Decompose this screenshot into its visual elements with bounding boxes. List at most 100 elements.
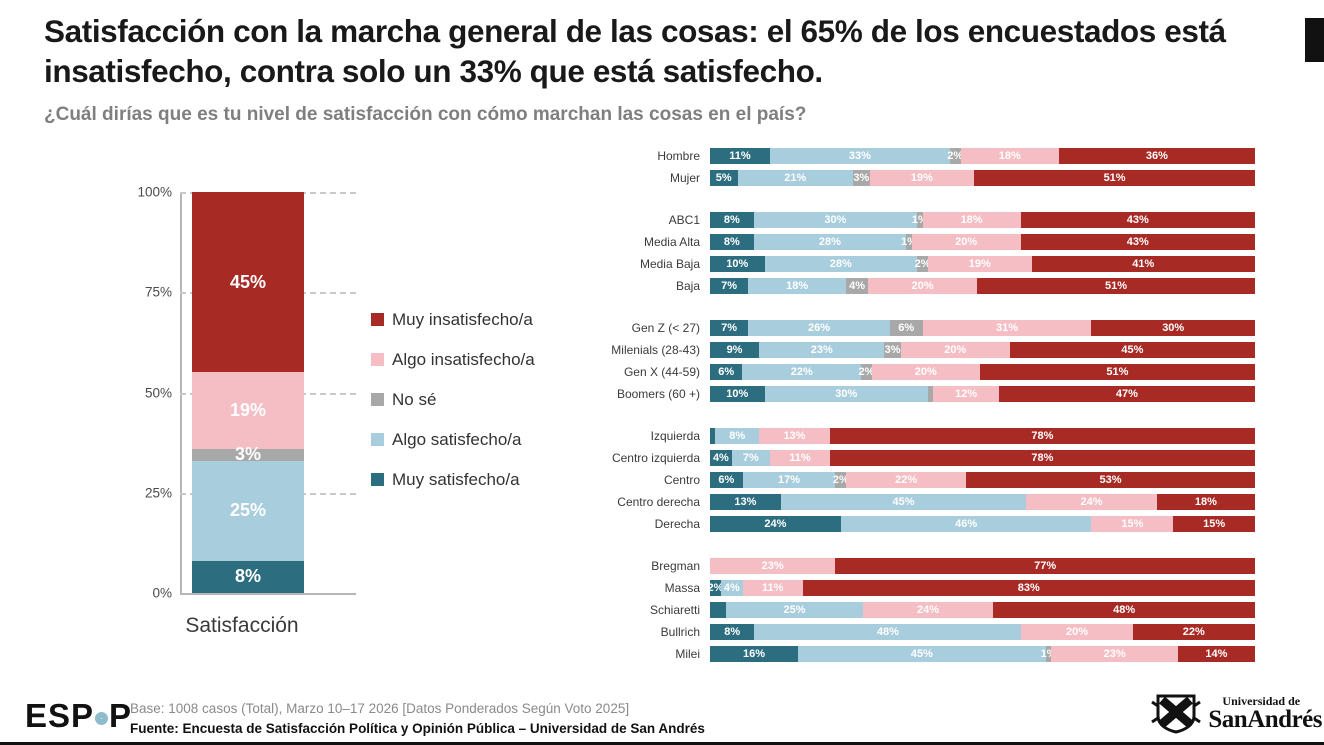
legend-item: Muy satisfecho/a: [371, 470, 535, 489]
legend-label: No sé: [392, 389, 437, 409]
bar-segment-muy_insat: 41%: [1031, 256, 1255, 272]
bar-segment-muy_sat: 5%: [710, 170, 738, 186]
bar-segment-algo_insat: 20%: [868, 278, 978, 294]
y-axis-tick: 50%: [144, 385, 172, 400]
bar-segment-muy_sat: 2%: [707, 580, 724, 596]
bar-segment-algo_insat: 18%: [960, 148, 1059, 164]
bar-segment-algo_insat: 11%: [742, 580, 803, 596]
bar-segment-muy_insat: 45%: [192, 192, 304, 373]
row-label: Centro izquierda: [611, 451, 700, 465]
bar-row: Centro 6% 17% 2% 22% 53%: [600, 472, 1255, 488]
bar-group: ABC1 8% 30% 1% 18% 43% Media Alta 8% 28% 1% 20% 43%…: [600, 212, 1255, 294]
university-logo: Universidad de SanAndrés: [1150, 692, 1322, 734]
bar-row: Baja 7% 18% 4% 20% 51%: [600, 278, 1255, 294]
satisfaction-stacked-bar-chart: 0% 25% 50% 75% 100% 8% 25% 3% 19% 45% Satisfacció…: [96, 184, 386, 656]
bar-segment-muy_insat: 15%: [1173, 516, 1255, 532]
bar-row: Media Baja 10% 28% 2% 19% 41%: [600, 256, 1255, 272]
bar-segment-muy_insat: 45%: [1009, 342, 1255, 358]
bar-segment-algo_sat: 26%: [748, 320, 890, 336]
bar-segment-no_se: 2%: [858, 364, 875, 380]
bar-segment-algo_insat: 20%: [1021, 624, 1133, 640]
legend-label: Muy insatisfecho/a: [392, 309, 533, 329]
group-breakdown-bar-chart: Hombre 11% 33% 2% 18% 36% Mujer 5% 21% 3% 19% 51% AB…: [600, 148, 1255, 688]
bar-segment-muy_insat: 30%: [1091, 320, 1255, 336]
y-axis-tick: 75%: [144, 284, 172, 300]
bar-row: Hombre 11% 33% 2% 18% 36%: [600, 148, 1255, 164]
header: Satisfacción con la marcha general de la…: [44, 12, 1302, 126]
row-label: Media Alta: [643, 235, 700, 249]
bar-row: Centro izquierda 4% 7% 11% 78%: [600, 450, 1255, 466]
bar-segment-algo_sat: 4%: [720, 580, 743, 596]
bar-track: 2% 4% 11% 83%: [707, 580, 1255, 596]
bar-segment-algo_insat: 13%: [759, 428, 830, 444]
bar-row: Massa 2% 4% 11% 83%: [600, 580, 1255, 596]
espop-logo-text-2: P: [109, 697, 133, 734]
bar-track: 16% 45% 1% 23% 14%: [710, 646, 1255, 662]
bar-row: Derecha 24% 46% 15% 15%: [600, 516, 1255, 532]
bar-segment-algo_insat: 19%: [192, 372, 304, 449]
bar-row: Izquierda 8% 13% 78%: [600, 428, 1255, 444]
bar-track: 10% 28% 2% 19% 41%: [710, 256, 1255, 272]
bar-segment-muy_insat: 43%: [1020, 212, 1255, 228]
bar-segment-muy_insat: 51%: [979, 364, 1255, 380]
row-label: Bullrich: [660, 625, 700, 639]
bar-segment-muy_sat: 10%: [710, 386, 765, 402]
bar-segment-no_se: 3%: [853, 170, 870, 186]
bar-segment-muy_insat: 48%: [993, 602, 1255, 618]
bar-row: Bullrich 8% 48% 20% 22%: [600, 624, 1255, 640]
bar-segment-muy_sat: 8%: [710, 624, 755, 640]
bar-track: 25% 24% 48%: [710, 602, 1255, 618]
bar-segment-algo_insat: 12%: [933, 386, 999, 402]
bar-segment-algo_insat: 20%: [900, 342, 1010, 358]
bar-segment-muy_insat: 51%: [977, 278, 1255, 294]
bar-segment-no_se: 3%: [884, 342, 901, 358]
bar-segment-algo_insat: 19%: [927, 256, 1032, 272]
bar-segment-no_se: 2%: [947, 148, 964, 164]
bar-segment-algo_sat: 48%: [754, 624, 1022, 640]
bar-segment-algo_insat: 18%: [922, 212, 1021, 228]
bar-row: Boomers (60 +) 10% 30% 12% 47%: [600, 386, 1255, 402]
bottom-rule: [0, 742, 1324, 745]
bar-track: 24% 46% 15% 15%: [710, 516, 1255, 532]
bar-track: 8% 48% 20% 22%: [710, 624, 1255, 640]
bar-segment-no_se: 4%: [846, 278, 869, 294]
legend-swatch: [371, 473, 384, 486]
bar-segment-muy_insat: 77%: [835, 558, 1255, 574]
bar-track: 11% 33% 2% 18% 36%: [710, 148, 1255, 164]
row-label: Centro: [663, 473, 700, 487]
bar-segment-algo_sat: 33%: [769, 148, 950, 164]
bar-track: 8% 30% 1% 18% 43%: [710, 212, 1255, 228]
legend-swatch: [371, 353, 384, 366]
y-axis-tick: 100%: [137, 184, 172, 200]
source-note: Fuente: Encuesta de Satisfacción Polític…: [130, 720, 705, 736]
bar-track: 6% 22% 2% 20% 51%: [710, 364, 1255, 380]
x-axis-label: Satisfacción: [185, 614, 299, 637]
bar-track: 9% 23% 3% 20% 45%: [710, 342, 1255, 358]
bar-segment-muy_insat: 53%: [966, 472, 1255, 488]
row-label: Derecha: [654, 517, 700, 531]
row-label: Baja: [675, 279, 700, 293]
bar-segment-muy_insat: 47%: [998, 386, 1255, 402]
corner-mark: [1305, 18, 1324, 62]
row-label: Bregman: [651, 559, 700, 573]
bar-segment-algo_insat: 23%: [1051, 646, 1178, 662]
row-label: Centro derecha: [617, 495, 700, 509]
row-label: Gen Z (< 27): [631, 321, 700, 335]
base-note: Base: 1008 casos (Total), Marzo 10–17 20…: [130, 701, 630, 716]
bar-row: Gen Z (< 27) 7% 26% 6% 31% 30%: [600, 320, 1255, 336]
bar-segment-no_se: [928, 386, 934, 402]
bar-segment-muy_sat: 13%: [710, 494, 781, 510]
bar-track: 10% 30% 12% 47%: [710, 386, 1255, 402]
legend-item: Algo insatisfecho/a: [371, 350, 535, 369]
bar-segment-no_se: 6%: [889, 320, 923, 336]
bar-track: 13% 45% 24% 18%: [710, 494, 1255, 510]
bar-segment-algo_insat: 11%: [769, 450, 830, 466]
bar-segment-algo_sat: 23%: [759, 342, 885, 358]
bar-row: Milenials (28-43) 9% 23% 3% 20% 45%: [600, 342, 1255, 358]
espop-o-icon: [95, 711, 109, 725]
bar-segment-muy_sat: 8%: [192, 560, 304, 593]
row-label: Mujer: [669, 171, 700, 185]
espop-logo: ESP P: [25, 697, 132, 735]
bar-segment-algo_insat: 31%: [922, 320, 1092, 336]
y-axis-tick: 0%: [152, 585, 172, 601]
